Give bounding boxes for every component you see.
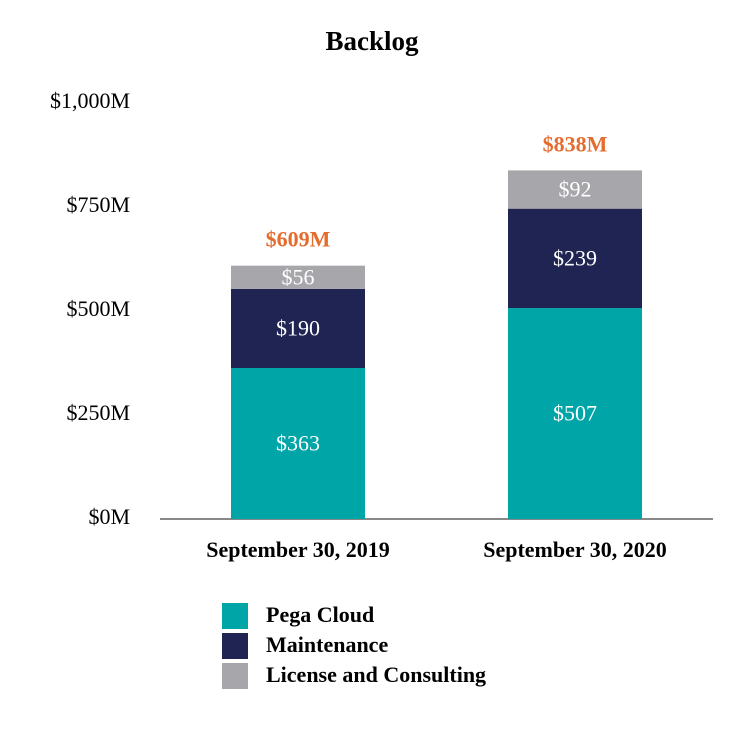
y-tick-label: $0M: [88, 504, 130, 529]
legend-label: License and Consulting: [266, 662, 486, 687]
legend-label: Maintenance: [266, 632, 388, 657]
legend-label: Pega Cloud: [266, 602, 374, 627]
legend-swatch: [222, 633, 248, 659]
total-label: $609M: [266, 227, 331, 252]
value-label: $56: [282, 264, 315, 289]
x-tick-label: September 30, 2019: [206, 537, 390, 562]
legend-swatch: [222, 663, 248, 689]
value-label: $363: [276, 431, 320, 456]
chart-title: Backlog: [325, 26, 419, 56]
value-label: $92: [559, 177, 592, 202]
value-label: $239: [553, 245, 597, 270]
value-label: $190: [276, 316, 320, 341]
bar-segment: [508, 170, 642, 209]
bar-segment: [231, 265, 365, 289]
bar-segment: [508, 308, 642, 519]
bar-segment: [508, 208, 642, 309]
y-tick-label: $500M: [66, 296, 130, 321]
legend-swatch: [222, 603, 248, 629]
value-label: $507: [553, 401, 597, 426]
total-label: $838M: [543, 131, 608, 156]
x-tick-label: September 30, 2020: [483, 537, 667, 562]
bar-segment: [231, 367, 365, 519]
y-tick-label: $750M: [66, 192, 130, 217]
y-tick-label: $250M: [66, 400, 130, 425]
y-tick-label: $1,000M: [50, 88, 130, 113]
bar-segment: [231, 288, 365, 368]
